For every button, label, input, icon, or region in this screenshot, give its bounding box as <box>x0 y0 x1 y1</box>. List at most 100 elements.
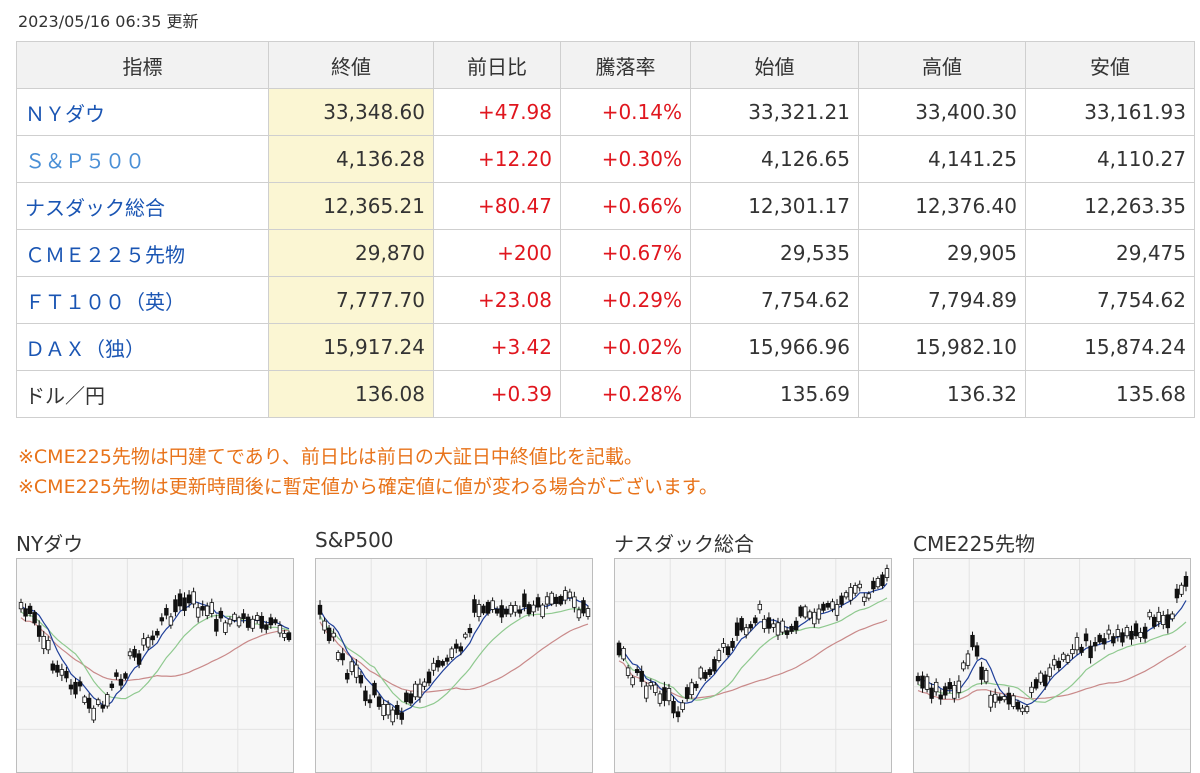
candle-body <box>929 687 934 699</box>
candle-body <box>277 625 283 634</box>
candle-body <box>825 603 831 608</box>
candle-body <box>123 673 128 679</box>
candle-body <box>1115 629 1121 637</box>
candle-body <box>1156 611 1161 623</box>
candle-body <box>1120 632 1125 643</box>
open-value: 33,321.21 <box>690 88 859 136</box>
candle-body <box>821 603 826 611</box>
candle-body <box>490 600 495 610</box>
indicator-link-ny-dow[interactable]: ＮＹダウ <box>16 88 269 136</box>
candle-body <box>250 618 255 629</box>
candle-body <box>467 627 473 634</box>
candle-body <box>1079 646 1084 653</box>
candlestick-chart[interactable] <box>16 558 294 773</box>
candle-body <box>983 670 989 683</box>
candle-body <box>282 633 287 638</box>
candle-body <box>145 637 151 648</box>
candle-body <box>268 617 274 626</box>
candle-body <box>413 683 418 698</box>
candle-body <box>444 657 450 662</box>
candle-body <box>1015 701 1021 710</box>
chart-ny-dow[interactable]: NYダウ <box>16 528 294 773</box>
candle-body <box>970 634 975 648</box>
candle-body <box>544 596 550 605</box>
indicator-link-ft100[interactable]: ＦＴ１００（英） <box>16 276 269 324</box>
candle-body <box>27 605 33 615</box>
candle-body <box>1142 626 1148 639</box>
candle-body <box>766 617 772 629</box>
indicator-link-sp500[interactable]: Ｓ＆Ｐ５００ <box>16 135 269 183</box>
open-value: 15,966.96 <box>690 323 859 371</box>
candle-body <box>440 660 445 666</box>
candle-body <box>1024 706 1030 713</box>
close-value: 12,365.21 <box>268 182 434 230</box>
candle-body <box>214 619 219 632</box>
candle-body <box>834 604 840 616</box>
chart-canvas <box>914 559 1190 772</box>
candle-body <box>227 618 233 625</box>
chart-sp500[interactable]: S&P500 <box>315 528 593 773</box>
table-row: ＮＹダウ 33,348.60 +47.98 +0.14% 33,321.21 3… <box>16 88 1195 136</box>
candle-body <box>326 627 332 641</box>
close-value: 33,348.60 <box>268 88 434 136</box>
open-value: 135.69 <box>690 370 859 418</box>
candle-body <box>680 702 685 710</box>
candle-body <box>961 662 966 670</box>
candle-body <box>1042 674 1048 687</box>
indicator-link-dax[interactable]: ＤＡＸ（独） <box>16 323 269 371</box>
candle-body <box>648 682 653 687</box>
candle-body <box>513 605 518 613</box>
close-value: 4,136.28 <box>268 135 434 183</box>
candle-body <box>168 616 174 626</box>
candle-body <box>798 606 803 617</box>
candlestick-chart[interactable] <box>913 558 1191 773</box>
candle-body <box>703 672 708 679</box>
high-value: 12,376.40 <box>858 182 1026 230</box>
candle-body <box>77 681 83 687</box>
candle-body <box>625 667 631 676</box>
change-value: +200 <box>433 229 561 277</box>
candle-body <box>23 608 28 617</box>
candle-body <box>965 653 971 666</box>
candle-body <box>1102 638 1107 645</box>
candle-body <box>494 608 500 614</box>
close-value: 136.08 <box>268 370 434 418</box>
indicator-link-cme225[interactable]: ＣＭＥ２２５先物 <box>16 229 269 277</box>
candlestick-chart[interactable] <box>315 558 593 773</box>
candle-body <box>150 635 155 641</box>
candle-body <box>458 646 464 652</box>
pct-value: +0.67% <box>560 229 691 277</box>
candle-body <box>431 662 436 671</box>
update-timestamp: 2023/05/16 06:35 更新 <box>18 12 199 31</box>
candlestick-chart[interactable] <box>614 558 892 773</box>
indicator-link-nasdaq[interactable]: ナスダック総合 <box>16 182 269 230</box>
candle-body <box>508 605 513 615</box>
chart-cme225[interactable]: CME225先物 <box>913 528 1191 773</box>
candle-body <box>64 670 69 679</box>
note-line: ※CME225先物は円建てであり、前日比は前日の大証日中終値比を記載。 <box>18 446 643 468</box>
change-value: +0.39 <box>433 370 561 418</box>
candle-body <box>871 580 876 590</box>
candle-body <box>136 653 142 665</box>
candle-body <box>793 620 799 631</box>
candle-body <box>1179 584 1184 595</box>
column-header-indicator: 指標 <box>16 41 269 89</box>
candle-body <box>933 681 939 693</box>
candle-body <box>132 649 137 658</box>
candle-body <box>549 592 554 605</box>
chart-nasdaq[interactable]: ナスダック総合 <box>614 528 892 773</box>
candle-body <box>236 617 242 627</box>
candle-body <box>531 604 536 613</box>
candle-body <box>1161 614 1166 625</box>
candle-body <box>739 618 744 631</box>
high-value: 7,794.89 <box>858 276 1026 324</box>
high-value: 15,982.10 <box>858 323 1026 371</box>
candle-body <box>671 701 676 714</box>
candle-body <box>86 697 92 709</box>
candle-body <box>920 675 925 689</box>
ma-long-line <box>319 621 589 693</box>
candle-body <box>558 595 563 605</box>
candle-body <box>100 704 105 709</box>
candle-body <box>223 622 228 633</box>
candle-body <box>264 624 269 630</box>
